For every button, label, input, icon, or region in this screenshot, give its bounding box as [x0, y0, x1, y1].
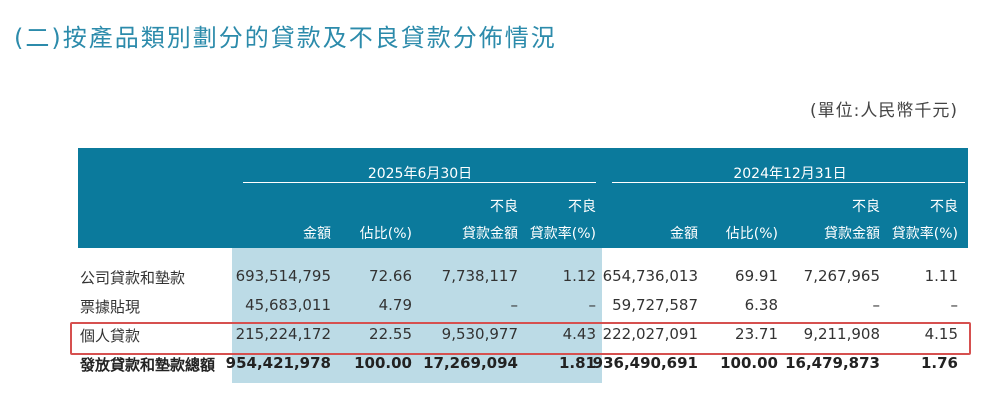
cell: 954,421,978 — [225, 354, 331, 372]
header-npl: 貸款金額 — [824, 226, 880, 242]
cell: 72.66 — [369, 267, 412, 285]
header-pct: 佔比(%) — [359, 226, 412, 242]
table-row: 票據貼現 45,683,011 4.79– –59,727,587 6.38– – — [78, 291, 968, 319]
table-row: 公司貸款和墊款 693,514,795 72.66 7,738,117 1.12 654,… — [78, 262, 968, 290]
unit-note: (單位:人民幣千元) — [810, 101, 958, 121]
cell: – — [872, 296, 881, 314]
row-label: 個人貸款 — [80, 327, 141, 345]
highlight-box — [70, 322, 971, 355]
cell: – — [950, 296, 959, 314]
cell: 69.91 — [735, 267, 778, 285]
cell: 23.71 — [735, 325, 778, 343]
cell: 22.55 — [369, 325, 412, 343]
cell: 4.15 — [924, 325, 958, 343]
divider — [243, 182, 596, 183]
header-amount: 金額 — [303, 226, 331, 242]
header-rate: 貸款率(%) — [529, 226, 596, 242]
cell: 100.00 — [720, 354, 778, 372]
header-rate: 不良 — [930, 199, 958, 215]
cell: 16,479,873 — [785, 354, 880, 372]
period-highlight-band — [232, 248, 602, 383]
cell: 936,490,691 — [592, 354, 698, 372]
cell: 9,211,908 — [803, 325, 880, 343]
period-header: 2025年6月30日 — [367, 166, 473, 182]
cell: 45,683,011 — [245, 296, 331, 314]
divider — [612, 182, 965, 183]
header-npl: 貸款金額 — [462, 226, 518, 242]
header-rate: 貸款率(%) — [891, 226, 958, 242]
cell: 1.12 — [562, 267, 596, 285]
header-npl: 不良 — [490, 199, 518, 215]
cell: 7,738,117 — [441, 267, 518, 285]
cell: 9,530,977 — [441, 325, 518, 343]
cell: – — [588, 296, 597, 314]
period-header: 2024年12月31日 — [733, 166, 847, 182]
cell: 222,027,091 — [602, 325, 698, 343]
table-header — [78, 148, 968, 248]
row-label: 公司貸款和墊款 — [80, 269, 186, 287]
cell: 4.43 — [562, 325, 596, 343]
cell: 59,727,587 — [612, 296, 698, 314]
cell: 4.79 — [378, 296, 412, 314]
cell: 1.11 — [924, 267, 958, 285]
page-title: (二)按產品類別劃分的貸款及不良貸款分佈情況 — [14, 24, 557, 52]
cell: 1.76 — [920, 354, 958, 372]
cell: 654,736,013 — [602, 267, 698, 285]
table-row: 個人貸款 215,224,172 22.55 9,530,977 4.43 222,027… — [78, 320, 968, 348]
row-label: 票據貼現 — [80, 298, 141, 316]
header-amount: 金額 — [670, 226, 698, 242]
table-row: 發放貸款和墊款總額 954,421,978 100.00 17,269,094 1.81… — [78, 349, 968, 377]
header-pct: 佔比(%) — [725, 226, 778, 242]
cell: 100.00 — [354, 354, 412, 372]
cell: 7,267,965 — [803, 267, 880, 285]
cell: 17,269,094 — [423, 354, 518, 372]
cell: 6.38 — [744, 296, 778, 314]
cell: – — [510, 296, 519, 314]
header-npl: 不良 — [852, 199, 880, 215]
row-label: 發放貸款和墊款總額 — [80, 356, 216, 374]
header-rate: 不良 — [568, 199, 596, 215]
cell: 215,224,172 — [235, 325, 331, 343]
cell: 693,514,795 — [235, 267, 331, 285]
cell: 1.81 — [558, 354, 596, 372]
